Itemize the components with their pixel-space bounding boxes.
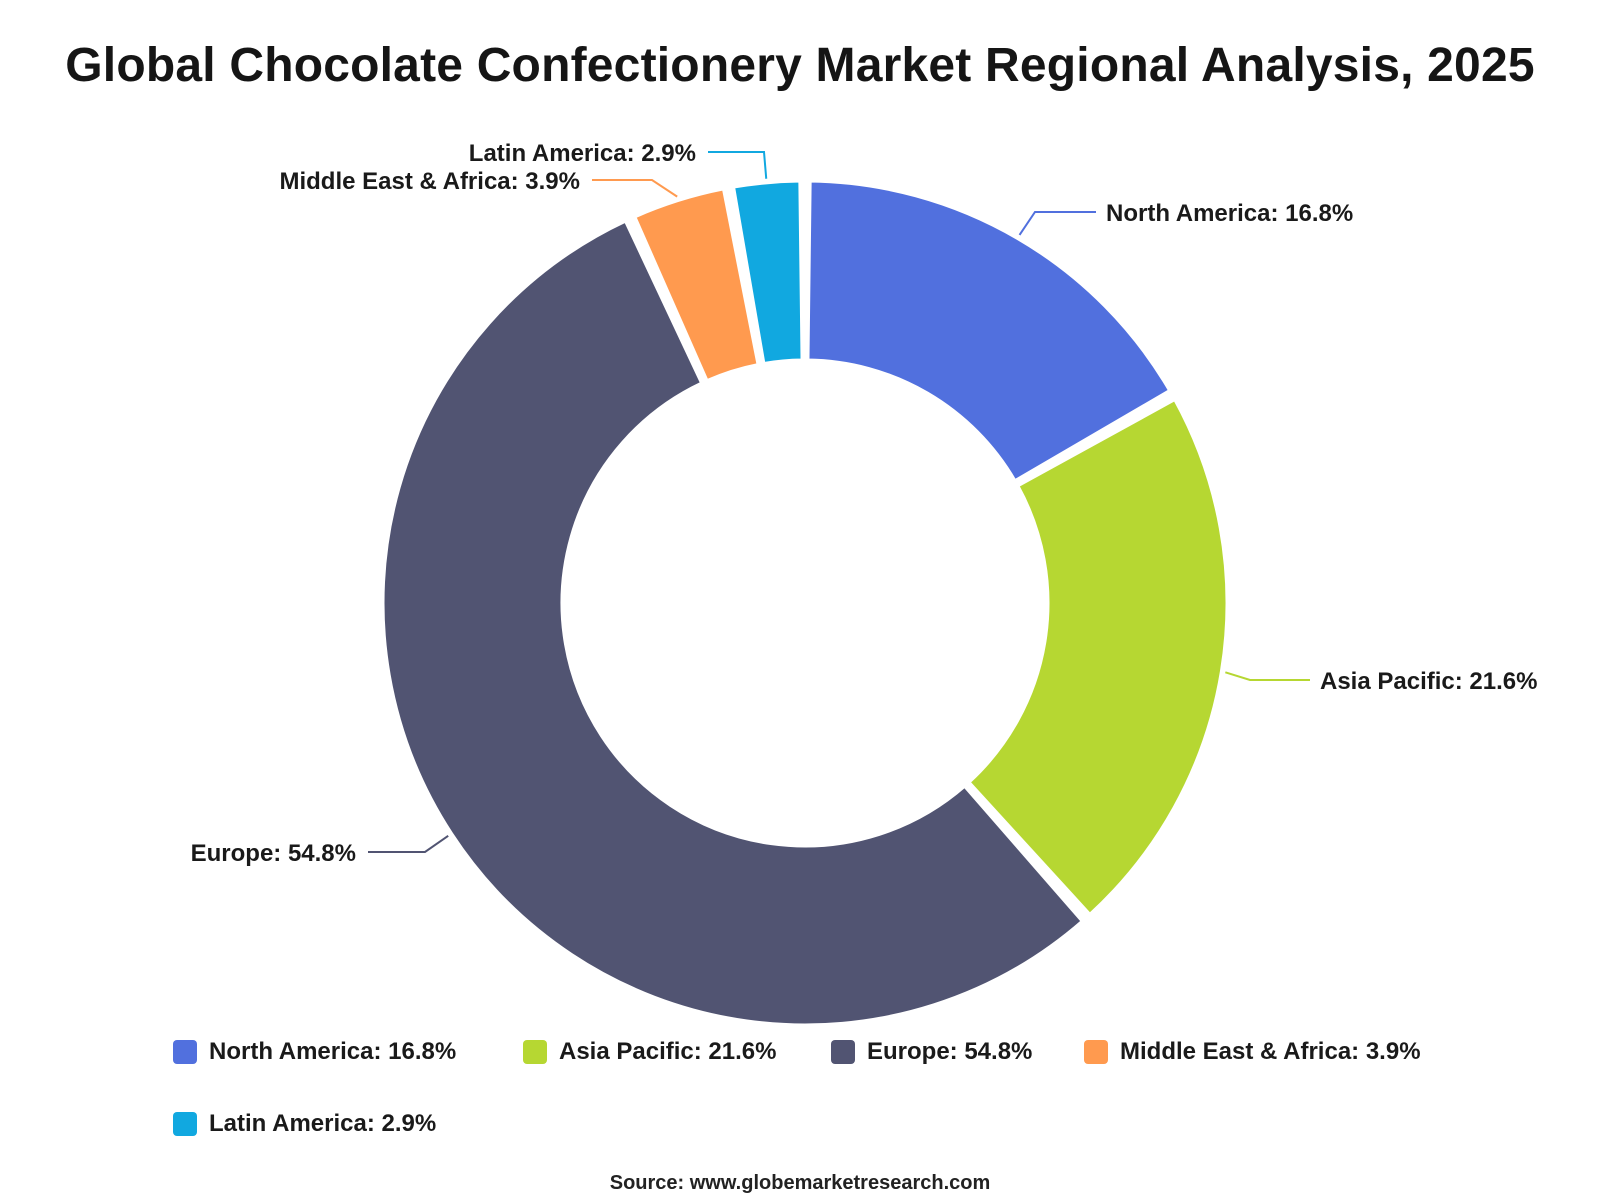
slice-leader-lines bbox=[368, 151, 1310, 853]
leader-line bbox=[708, 151, 768, 179]
slice-label: Middle East & Africa: 3.9% bbox=[279, 168, 580, 195]
leader-line bbox=[1018, 211, 1096, 236]
legend-item[interactable]: Asia Pacific: 21.6% bbox=[523, 1038, 776, 1066]
legend-label: Latin America: 2.9% bbox=[209, 1110, 437, 1137]
leader-line bbox=[592, 179, 678, 198]
legend-swatch bbox=[173, 1040, 197, 1064]
slice-asia-pacific[interactable] bbox=[967, 398, 1229, 916]
leader-line bbox=[368, 834, 449, 853]
slice-label: Asia Pacific: 21.6% bbox=[1320, 668, 1537, 695]
legend-swatch bbox=[523, 1040, 547, 1064]
leader-line bbox=[1225, 671, 1310, 681]
slice-europe[interactable] bbox=[381, 219, 1084, 1027]
slice-latin-america[interactable] bbox=[732, 179, 804, 366]
donut-slices bbox=[381, 179, 1229, 1027]
legend-item[interactable]: Latin America: 2.9% bbox=[173, 1110, 436, 1138]
legend-label: Europe: 54.8% bbox=[867, 1038, 1033, 1065]
legend-swatch bbox=[173, 1112, 197, 1136]
slice-middle-east-africa[interactable] bbox=[633, 187, 760, 383]
chart-title: Global Chocolate Confectionery Market Re… bbox=[65, 39, 1535, 92]
legend-item[interactable]: Europe: 54.8% bbox=[831, 1038, 1032, 1066]
source-note: Source: www.globemarketresearch.com bbox=[609, 1172, 991, 1194]
legend-label: Middle East & Africa: 3.9% bbox=[1120, 1038, 1421, 1065]
legend-swatch bbox=[1084, 1040, 1108, 1064]
legend-label: North America: 16.8% bbox=[209, 1038, 457, 1065]
slice-labels: North America: 16.8% Asia Pacific: 21.6% E… bbox=[191, 140, 1538, 867]
legend-swatch bbox=[831, 1040, 855, 1064]
legend-item[interactable]: North America: 16.8% bbox=[173, 1038, 456, 1066]
legend-item[interactable]: Middle East & Africa: 3.9% bbox=[1084, 1038, 1421, 1066]
slice-label: North America: 16.8% bbox=[1106, 200, 1353, 227]
slice-label: Europe: 54.8% bbox=[191, 840, 356, 867]
slice-label: Latin America: 2.9% bbox=[469, 140, 696, 167]
slice-north-america[interactable] bbox=[806, 179, 1172, 483]
legend-label: Asia Pacific: 21.6% bbox=[559, 1038, 777, 1065]
